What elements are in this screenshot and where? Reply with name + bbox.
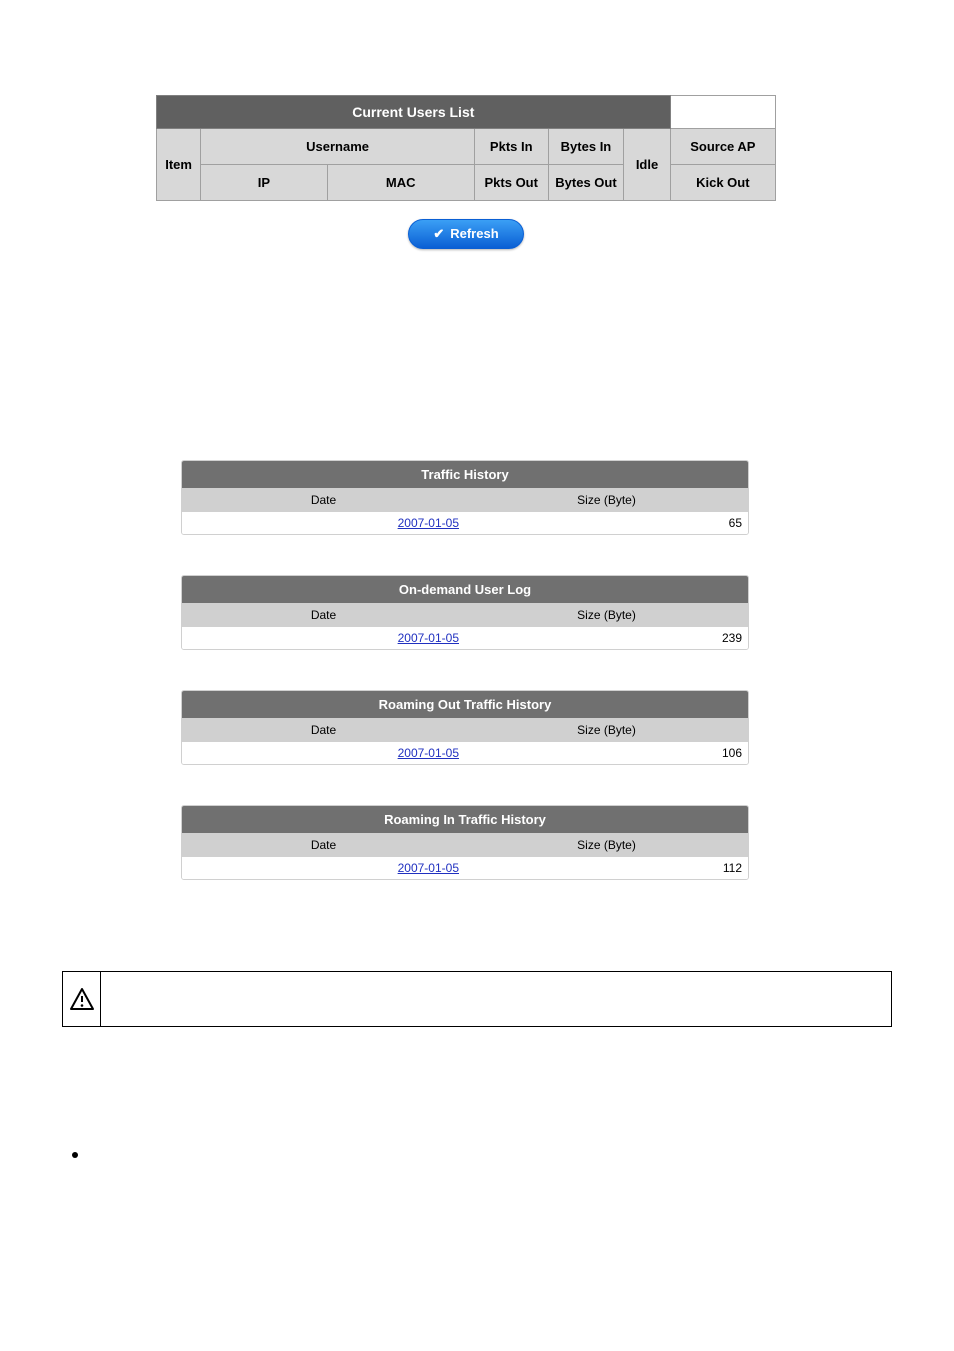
header-pkts-in: Pkts In xyxy=(474,129,548,165)
size-value: 112 xyxy=(465,857,748,879)
refresh-label: Refresh xyxy=(450,226,498,241)
roaming-out-history-block: Roaming Out Traffic History Date Size (B… xyxy=(181,690,749,765)
on-demand-user-log-block: On-demand User Log Date Size (Byte) 2007… xyxy=(181,575,749,650)
size-value: 65 xyxy=(465,512,748,534)
header-idle: Idle xyxy=(624,129,670,201)
warning-text xyxy=(101,972,891,1026)
history-section: Traffic History Date Size (Byte) 2007-01… xyxy=(181,460,749,880)
date-link[interactable]: 2007-01-05 xyxy=(398,516,459,530)
header-pkts-out: Pkts Out xyxy=(474,165,548,201)
on-demand-user-log-table: On-demand User Log Date Size (Byte) 2007… xyxy=(182,576,748,649)
header-item: Item xyxy=(157,129,201,201)
header-username: Username xyxy=(201,129,475,165)
on-demand-title: On-demand User Log xyxy=(182,576,748,603)
on-demand-size-header: Size (Byte) xyxy=(465,603,748,627)
roaming-out-date-header: Date xyxy=(182,718,465,742)
roaming-in-history-block: Roaming In Traffic History Date Size (By… xyxy=(181,805,749,880)
table-row: 2007-01-05 239 xyxy=(182,627,748,649)
warning-box xyxy=(62,971,892,1027)
refresh-button[interactable]: ✔ Refresh xyxy=(408,219,523,249)
traffic-history-block: Traffic History Date Size (Byte) 2007-01… xyxy=(181,460,749,535)
date-link[interactable]: 2007-01-05 xyxy=(398,631,459,645)
table-row: 2007-01-05 112 xyxy=(182,857,748,879)
current-users-list-section: Current Users List Item Username Pkts In… xyxy=(156,95,776,249)
roaming-in-title: Roaming In Traffic History xyxy=(182,806,748,833)
traffic-history-size-header: Size (Byte) xyxy=(465,488,748,512)
header-kick-out: Kick Out xyxy=(670,165,775,201)
roaming-in-history-table: Roaming In Traffic History Date Size (By… xyxy=(182,806,748,879)
roaming-in-size-header: Size (Byte) xyxy=(465,833,748,857)
roaming-out-title: Roaming Out Traffic History xyxy=(182,691,748,718)
check-icon: ✔ xyxy=(433,226,444,241)
size-value: 106 xyxy=(465,742,748,764)
bullet-point xyxy=(72,1152,78,1158)
header-mac: MAC xyxy=(327,165,474,201)
roaming-out-history-table: Roaming Out Traffic History Date Size (B… xyxy=(182,691,748,764)
on-demand-date-header: Date xyxy=(182,603,465,627)
users-list-title: Current Users List xyxy=(157,96,671,129)
date-link[interactable]: 2007-01-05 xyxy=(398,861,459,875)
header-source-ap: Source AP xyxy=(670,129,775,165)
warning-icon-cell xyxy=(63,972,101,1026)
header-bytes-out: Bytes Out xyxy=(548,165,624,201)
traffic-history-table: Traffic History Date Size (Byte) 2007-01… xyxy=(182,461,748,534)
traffic-history-title: Traffic History xyxy=(182,461,748,488)
header-bytes-in: Bytes In xyxy=(548,129,624,165)
table-row: 2007-01-05 65 xyxy=(182,512,748,534)
table-row: 2007-01-05 106 xyxy=(182,742,748,764)
roaming-out-size-header: Size (Byte) xyxy=(465,718,748,742)
traffic-history-date-header: Date xyxy=(182,488,465,512)
date-link[interactable]: 2007-01-05 xyxy=(398,746,459,760)
current-users-table: Current Users List Item Username Pkts In… xyxy=(156,95,776,201)
roaming-in-date-header: Date xyxy=(182,833,465,857)
size-value: 239 xyxy=(465,627,748,649)
warning-icon xyxy=(69,987,95,1011)
header-ip: IP xyxy=(201,165,327,201)
